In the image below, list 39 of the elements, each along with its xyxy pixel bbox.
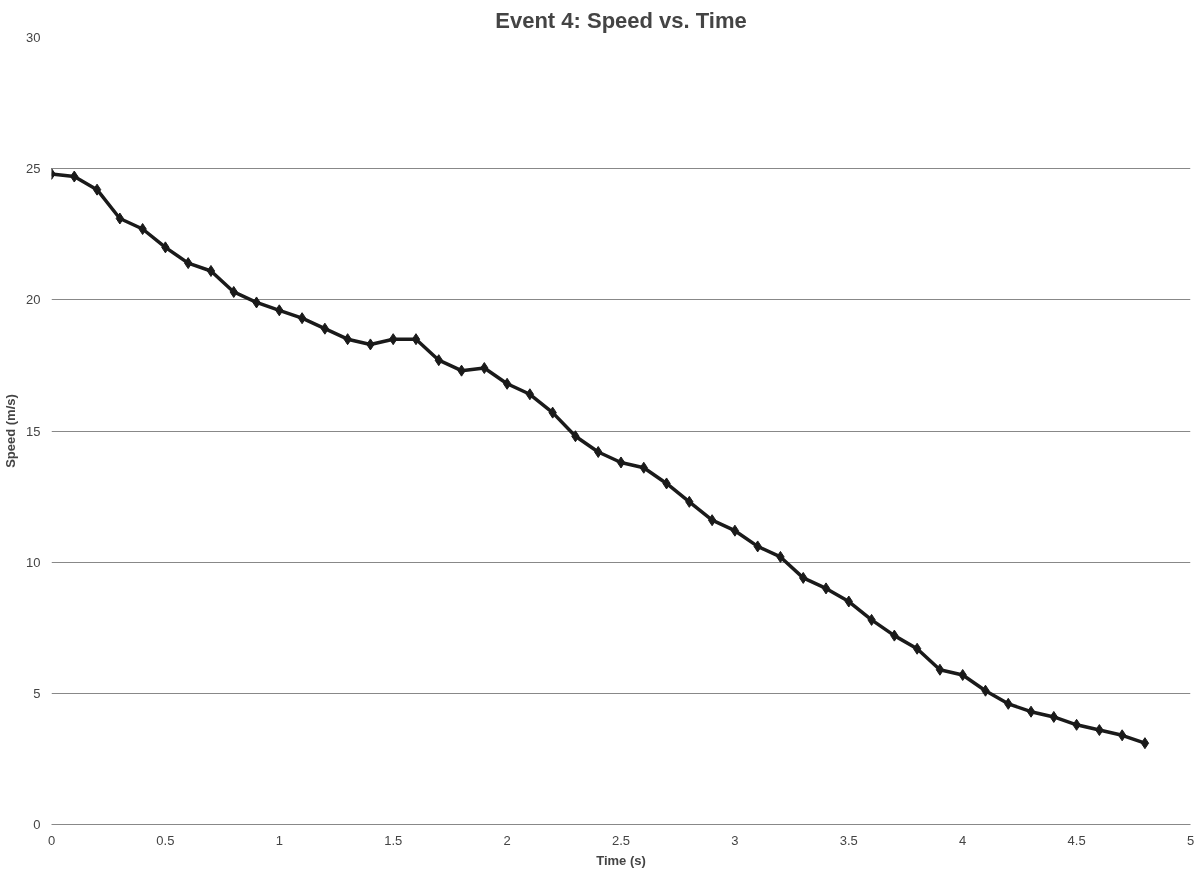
x-tick-label: 1: [275, 832, 283, 848]
x-tick-label: 2.5: [611, 832, 631, 848]
x-tick-label: 0: [47, 832, 56, 848]
point: [206, 264, 216, 277]
x-axis-title: Time (s): [596, 852, 646, 868]
y-tick-label: 30: [26, 30, 41, 45]
y-tick-label: 25: [26, 161, 41, 177]
y-axis-title: Speed (m/s): [3, 394, 19, 468]
y-tick-label: 15: [26, 423, 41, 439]
point: [912, 642, 922, 655]
y-tick-label: 10: [26, 554, 41, 570]
point: [1117, 729, 1127, 742]
x-tick-label: 0.5: [156, 832, 175, 848]
point: [320, 322, 330, 335]
x-tick-label: 4.5: [1067, 832, 1086, 848]
point: [730, 524, 740, 537]
point: [525, 388, 535, 401]
point: [297, 312, 307, 325]
point: [821, 582, 831, 595]
chart-title: Event 4: Speed vs. Time: [495, 7, 747, 33]
point: [616, 456, 626, 469]
y-tick-label: 20: [26, 292, 41, 308]
x-tick-label: 4: [959, 832, 967, 848]
y-tick-label: 5: [33, 685, 41, 701]
x-tick-label: 5: [1186, 832, 1195, 848]
x-tick-label: 1.5: [384, 832, 403, 848]
point: [411, 333, 421, 346]
x-tick-label: 2: [503, 832, 511, 848]
point: [935, 663, 945, 676]
point: [115, 212, 125, 225]
x-tick-label: 3: [731, 832, 739, 848]
x-tick-label: 3.5: [839, 832, 858, 848]
y-tick-label: 0: [33, 817, 41, 832]
point: [138, 223, 147, 235]
point: [707, 514, 717, 527]
point: [1140, 737, 1150, 750]
point: [502, 377, 512, 390]
point: [92, 183, 102, 196]
point: [1026, 705, 1036, 718]
